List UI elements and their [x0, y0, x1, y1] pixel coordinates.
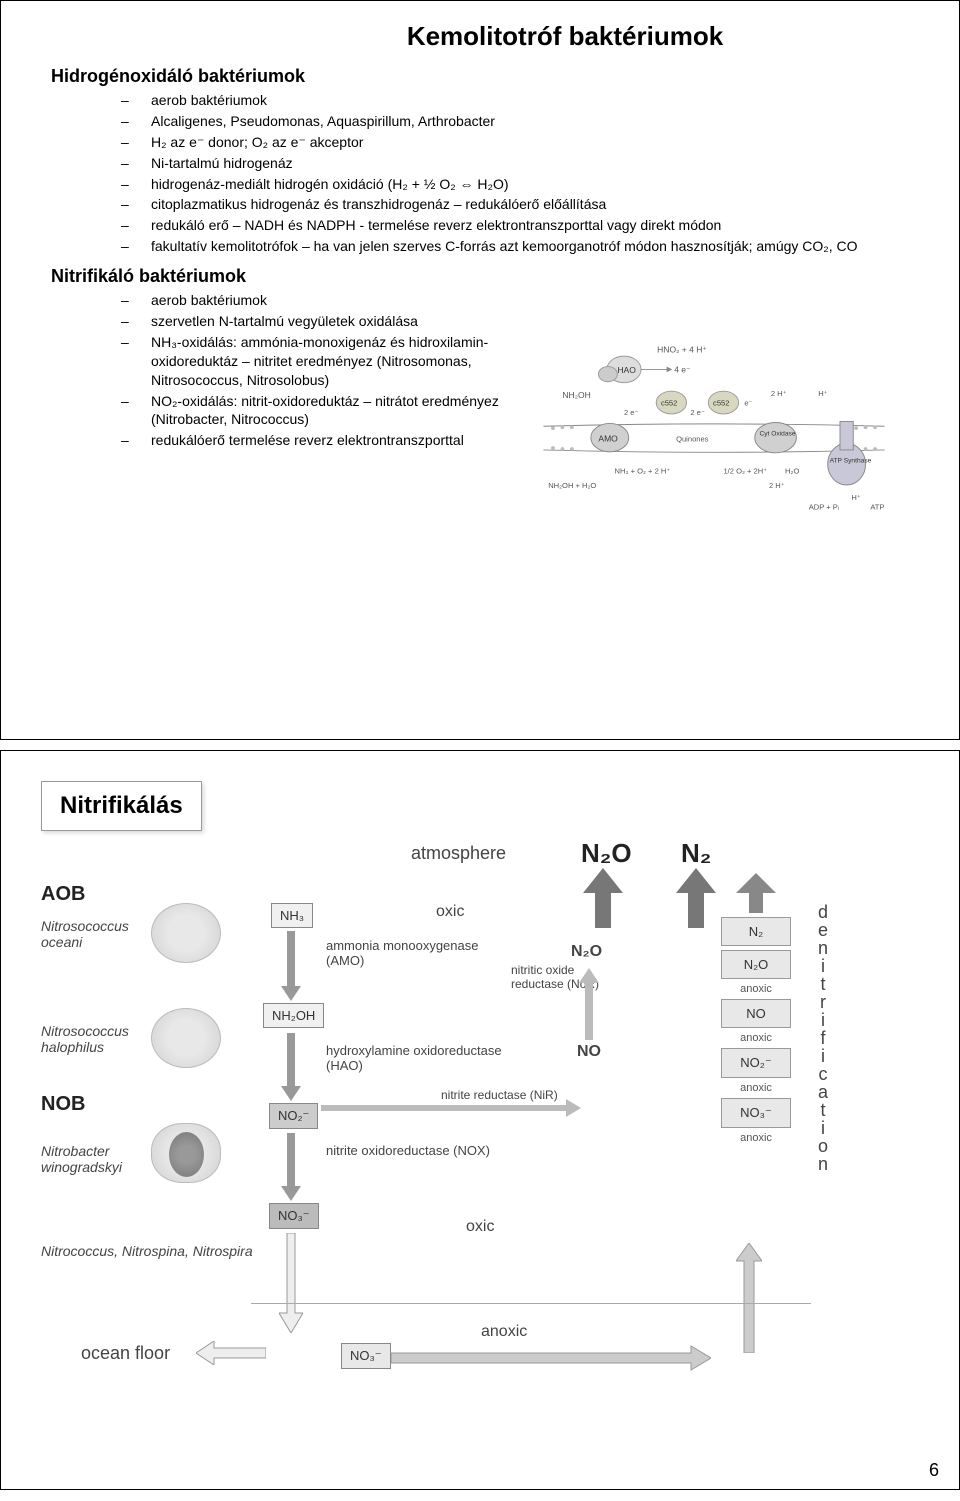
section1-list: aerob baktériumok Alcaligenes, Pseudomon… — [51, 91, 909, 256]
formula-box: NO₂⁻ — [269, 1103, 318, 1129]
page-title: Kemolitotróf baktériumok — [221, 21, 909, 52]
denitr-cell: NO₂⁻ — [721, 1048, 791, 1078]
enzyme-label: nitrite oxidoreductase (NOX) — [326, 1143, 496, 1158]
n2o-label: N₂O — [581, 838, 632, 869]
page-2: Nitrifikálás atmosphere N₂O N₂ AOB Nitro… — [0, 750, 960, 1490]
list-item: szervetlen N-tartalmú vegyületek oxidálá… — [121, 312, 531, 331]
list-item: NO₂-oxidálás: nitrit-oxidoreduktáz – nit… — [121, 392, 531, 430]
organism-label: Nitrococcus, Nitrospina, Nitrospira — [41, 1243, 253, 1259]
nitrification-diagram: atmosphere N₂O N₂ AOB Nitrosococcus ocea… — [41, 843, 901, 1403]
formula-box: NO₃⁻ — [341, 1343, 391, 1369]
denitr-cell: NO₃⁻ — [721, 1098, 791, 1128]
microscopy-icon — [151, 903, 221, 963]
arrow-right-icon — [321, 1098, 581, 1118]
page-1: Kemolitotróf baktériumok Hidrogénoxidáló… — [0, 0, 960, 740]
atmosphere-label: atmosphere — [411, 843, 506, 864]
list-item: H₂ az e⁻ donor; O₂ az e⁻ akceptor — [121, 133, 909, 152]
organism-label: Nitrobacter winogradskyi — [41, 1143, 151, 1175]
organism-label: Nitrosococcus halophilus — [41, 1023, 151, 1055]
label: 2 H⁺ — [771, 389, 787, 398]
aob-heading: AOB — [41, 883, 85, 906]
anoxic-label: anoxic — [481, 1323, 527, 1341]
divider — [251, 1303, 811, 1304]
list-item: NH₃-oxidálás: ammónia-monoxigenáz és hid… — [121, 333, 531, 390]
label: 4 e⁻ — [674, 364, 691, 374]
arrow-down-icon — [281, 931, 301, 1001]
arrow-down-outline-icon — [279, 1233, 303, 1333]
label: NH₃ + O₂ + 2 H⁺ — [615, 467, 671, 476]
arrow-up-icon — [721, 873, 791, 913]
label: H⁺ — [818, 389, 827, 398]
label: Quinones — [676, 434, 709, 443]
nob-heading: NOB — [41, 1093, 85, 1116]
label: e⁻ — [744, 398, 752, 407]
label: ADP + Pᵢ — [809, 503, 839, 512]
label: HNO₂ + 4 H⁺ — [657, 344, 707, 354]
label: 2 H⁺ — [769, 481, 785, 490]
section2-heading: Nitrifikáló baktériumok — [51, 266, 909, 287]
list-item: redukálóerő termelése reverz elektrontra… — [121, 431, 531, 450]
list-item: citoplazmatikus hidrogenáz és transzhidr… — [121, 195, 909, 214]
arrow-left-outline-icon — [196, 1341, 266, 1365]
page-number: 6 — [929, 1460, 939, 1481]
label: ATP Synthase — [830, 457, 872, 464]
ocean-floor-label: ocean floor — [81, 1343, 170, 1364]
denitrification-vertical-label: denitrification — [815, 903, 831, 1173]
denitr-cell: N₂ — [721, 917, 791, 946]
arrow-up-icon — [736, 1243, 762, 1353]
label: c552 — [661, 398, 677, 407]
label: 2 e⁻ — [624, 408, 639, 417]
label: ATP — [870, 503, 884, 512]
list-item: aerob baktériumok — [121, 91, 909, 110]
label: Cyt Oxidase — [759, 431, 795, 438]
label: NH₂OH — [562, 390, 590, 400]
label: 1/2 O₂ + 2H⁺ — [723, 467, 767, 476]
enzyme-label: ammonia monooxygenase (AMO) — [326, 938, 496, 968]
label: AMO — [598, 433, 618, 443]
arrow-up-icon — [676, 868, 716, 928]
list-item: hidrogenáz-mediált hidrogén oxidáció (H₂… — [121, 175, 909, 194]
oxic-label: oxic — [466, 1218, 494, 1236]
list-item: fakultatív kemolitotrófok – ha van jelen… — [121, 237, 909, 256]
section2-list: aerob baktériumok szervetlen N-tartalmú … — [51, 291, 531, 450]
label: H₂O — [785, 467, 799, 476]
membrane-diagram: HNO₂ + 4 H⁺ HAO 4 e⁻ NH₂OH c552 c552 2 e… — [524, 341, 904, 521]
formula-box: NH₃ — [271, 903, 313, 928]
label: NH₂OH + H₂O — [548, 481, 596, 490]
label: c552 — [713, 398, 729, 407]
anoxic-label: anoxic — [721, 1032, 791, 1044]
formula-box: NH₂OH — [263, 1003, 324, 1028]
label: 2 e⁻ — [690, 408, 705, 417]
denitr-cell: N₂O — [721, 950, 791, 979]
oxic-label: oxic — [436, 903, 464, 921]
anoxic-label: anoxic — [721, 983, 791, 995]
denitr-cell: NO — [721, 999, 791, 1028]
arrow-down-icon — [281, 1033, 301, 1101]
microscopy-icon — [151, 1008, 221, 1068]
label: HAO — [617, 365, 636, 375]
label: H⁺ — [851, 493, 860, 502]
organism-label: Nitrosococcus oceani — [41, 918, 151, 950]
denitrification-column: N₂ N₂O anoxic NO anoxic NO₂⁻ anoxic NO₃⁻… — [721, 873, 791, 1148]
section1-heading: Hidrogénoxidáló baktériumok — [51, 66, 909, 87]
mid-n2o-label: N₂O — [571, 943, 602, 961]
formula-box: NO₃⁻ — [269, 1203, 319, 1229]
arrow-up-icon — [579, 968, 599, 1040]
nitrification-title: Nitrifikálás — [41, 781, 202, 831]
list-item: aerob baktériumok — [121, 291, 531, 310]
arrow-up-icon — [583, 868, 623, 928]
microscopy-icon — [151, 1123, 221, 1183]
anoxic-label: anoxic — [721, 1132, 791, 1144]
n2-label: N₂ — [681, 838, 711, 869]
list-item: Alcaligenes, Pseudomonas, Aquaspirillum,… — [121, 112, 909, 131]
mid-no-label: NO — [577, 1043, 601, 1061]
anoxic-label: anoxic — [721, 1082, 791, 1094]
list-item: Ni-tartalmú hidrogenáz — [121, 154, 909, 173]
list-item: redukáló erő – NADH és NADPH - termelése… — [121, 216, 909, 235]
arrow-down-icon — [281, 1133, 301, 1201]
arrow-right-icon — [391, 1343, 711, 1373]
enzyme-label: hydroxylamine oxidoreductase (HAO) — [326, 1043, 506, 1073]
